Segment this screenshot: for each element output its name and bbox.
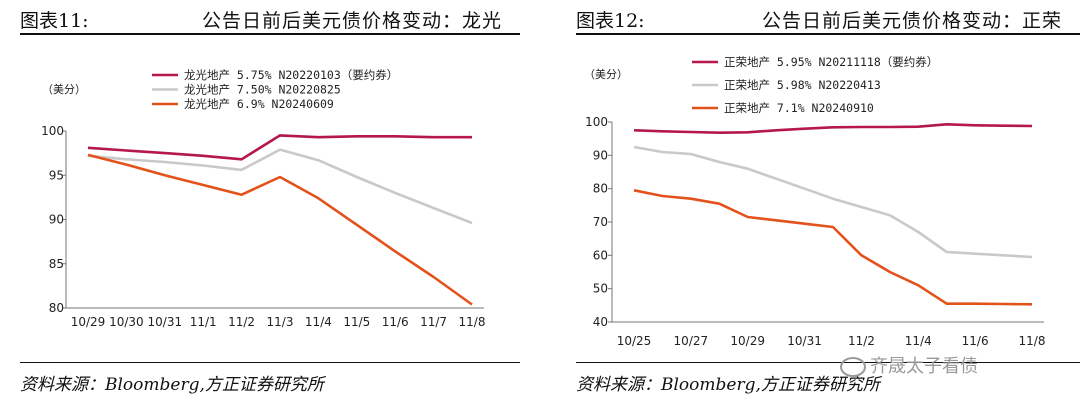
x-tick-label: 10/27 [674,334,709,348]
x-tick-label: 11/8 [459,315,486,329]
chart-panel-zhengrong: 图表12: 公告日前后美元债价格变动：正荣 （美分） 40 50 60 70 80 90 10… [556,0,1080,410]
y-axis-unit: （美分） [42,83,86,96]
series-line-3 [633,189,1033,306]
figure-label: 图表12: [576,10,645,32]
x-tick-label: 10/30 [109,315,144,329]
chart-title: 公告日前后美元债价格变动：正荣 [761,10,1062,32]
legend-label: 正荣地产 5.95% N20211118（要约券） [724,55,938,69]
x-tick-label: 10/25 [617,334,652,348]
x-tick-label: 11/6 [382,315,409,329]
x-tick-label: 10/29 [71,315,106,329]
y-tick-label: 90 [593,148,608,162]
series-line-1 [633,123,1033,134]
y-tick-label: 40 [593,315,608,329]
x-tick-label: 10/31 [787,334,822,348]
y-tick-label: 80 [593,182,608,196]
y-tick-label: 85 [49,257,64,271]
chart-panel-longguang: 图表11: 公告日前后美元债价格变动：龙光 （美分） 80 85 90 95 100 10/… [0,0,520,410]
footer-rule [576,362,1080,363]
x-tick-label: 11/8 [1019,334,1046,348]
y-tick-label: 80 [49,301,64,315]
y-tick-label: 50 [593,282,608,296]
x-tick-label: 11/3 [267,315,294,329]
watermark-text: 齐晟太子看债 [870,356,978,377]
y-axis-unit: （美分） [584,68,628,81]
x-tick-label: 11/6 [962,334,989,348]
y-tick-label: 100 [585,115,608,129]
source-note: 资料来源：Bloomberg,方正证券研究所 [20,375,324,395]
x-tick-label: 11/2 [848,334,875,348]
wechat-icon [840,357,866,377]
y-tick-label: 95 [49,168,64,182]
y-tick-label: 60 [593,248,608,262]
watermark: 齐晟太子看债 [840,352,978,378]
legend-label: 龙光地产 6.9% N20240609 [184,97,334,111]
x-tick-label: 11/4 [905,334,932,348]
legend-label: 龙光地产 5.75% N20220103（要约券） [184,68,398,82]
x-tick-label: 11/5 [343,315,370,329]
x-tick-label: 11/1 [190,315,217,329]
chart-title: 公告日前后美元债价格变动：龙光 [201,10,502,32]
source-note: 资料来源：Bloomberg,方正证券研究所 [576,375,880,395]
x-tick-label: 11/7 [420,315,447,329]
chart-header: 图表11: 公告日前后美元债价格变动：龙光 [20,4,520,32]
series-line-1 [87,134,472,161]
figure-label: 图表11: [20,10,89,32]
x-tick-label: 11/4 [305,315,332,329]
y-tick-label: 90 [49,213,64,227]
chart-header: 图表12: 公告日前后美元债价格变动：正荣 [576,4,1080,32]
legend-label: 正荣地产 5.98% N20220413 [724,78,881,92]
y-tick-label: 70 [593,215,608,229]
y-tick-label: 100 [41,124,64,138]
x-tick-label: 11/2 [228,315,255,329]
series-line-2 [633,145,1033,259]
x-tick-label: 10/31 [148,315,183,329]
header-rule [576,33,1080,35]
line-chart-zhengrong: （美分） 40 50 60 70 80 90 100 10/25 10/27 10/29 10/31 1… [584,55,1046,348]
series-line-3 [87,153,473,306]
series-line-2 [87,148,473,225]
line-chart-longguang: （美分） 80 85 90 95 100 10/29 10/30 10/31 11/1 11/2 11… [41,68,486,329]
x-tick-label: 10/29 [730,334,765,348]
header-rule [20,33,520,35]
legend-label: 正荣地产 7.1% N20240910 [724,101,874,115]
footer-rule [20,362,520,363]
legend-label: 龙光地产 7.50% N20220825 [184,83,341,97]
